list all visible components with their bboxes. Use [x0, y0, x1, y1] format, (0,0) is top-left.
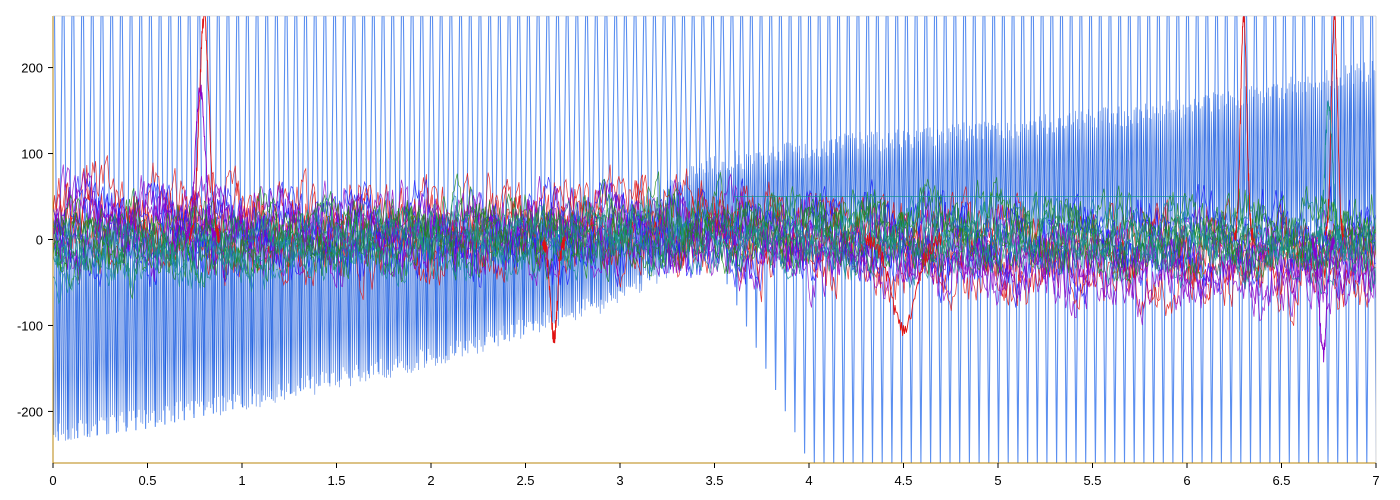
x-tick-label: 6.5	[1272, 473, 1290, 488]
y-tick-label: 0	[36, 233, 43, 248]
y-tick-label: 100	[21, 147, 43, 162]
x-tick-label: 0.5	[138, 473, 156, 488]
signal-spike	[188, 16, 220, 246]
signal-spike	[1233, 16, 1254, 246]
y-tick-label: -100	[17, 318, 43, 333]
oscillation-line	[53, 16, 1376, 463]
signal-spike	[542, 234, 566, 344]
x-tick-label: 5	[994, 473, 1001, 488]
oscillation-series	[53, 16, 1376, 463]
x-axis-ticks: 0 0.5 1 1.5 2 2.5 3 3.5 4 4.5 5 5.5 6 6.5 7	[49, 463, 1380, 488]
x-tick-label: 2.5	[516, 473, 534, 488]
signal-series-teal	[53, 191, 1376, 305]
x-tick-label: 6	[1183, 473, 1190, 488]
y-axis-ticks: 200 100 0 -100 -200	[17, 61, 53, 419]
x-tick-label: 2	[427, 473, 434, 488]
x-tick-label: 1	[238, 473, 245, 488]
signal-spike	[1316, 99, 1341, 246]
x-tick-label: 4	[805, 473, 812, 488]
x-tick-label: 4.5	[894, 473, 912, 488]
signal-series-group	[53, 16, 1376, 363]
signal-spike	[184, 84, 216, 246]
signal-trace	[53, 191, 1376, 268]
signal-spike	[865, 232, 942, 336]
x-tick-label: 1.5	[327, 473, 345, 488]
oscillation-dense-band	[53, 60, 1376, 441]
signal-trace	[53, 210, 1376, 299]
x-tick-label: 3	[616, 473, 623, 488]
signal-spike	[1324, 16, 1345, 241]
signal-trace	[53, 217, 1376, 305]
x-tick-label: 3.5	[705, 473, 723, 488]
y-tick-label: 200	[21, 61, 43, 76]
x-tick-label: 7	[1372, 473, 1379, 488]
y-tick-label: -200	[17, 404, 43, 419]
x-tick-label: 0	[49, 473, 56, 488]
x-tick-label: 5.5	[1083, 473, 1101, 488]
signal-spike	[1311, 235, 1335, 363]
signal-trace	[53, 202, 1376, 326]
